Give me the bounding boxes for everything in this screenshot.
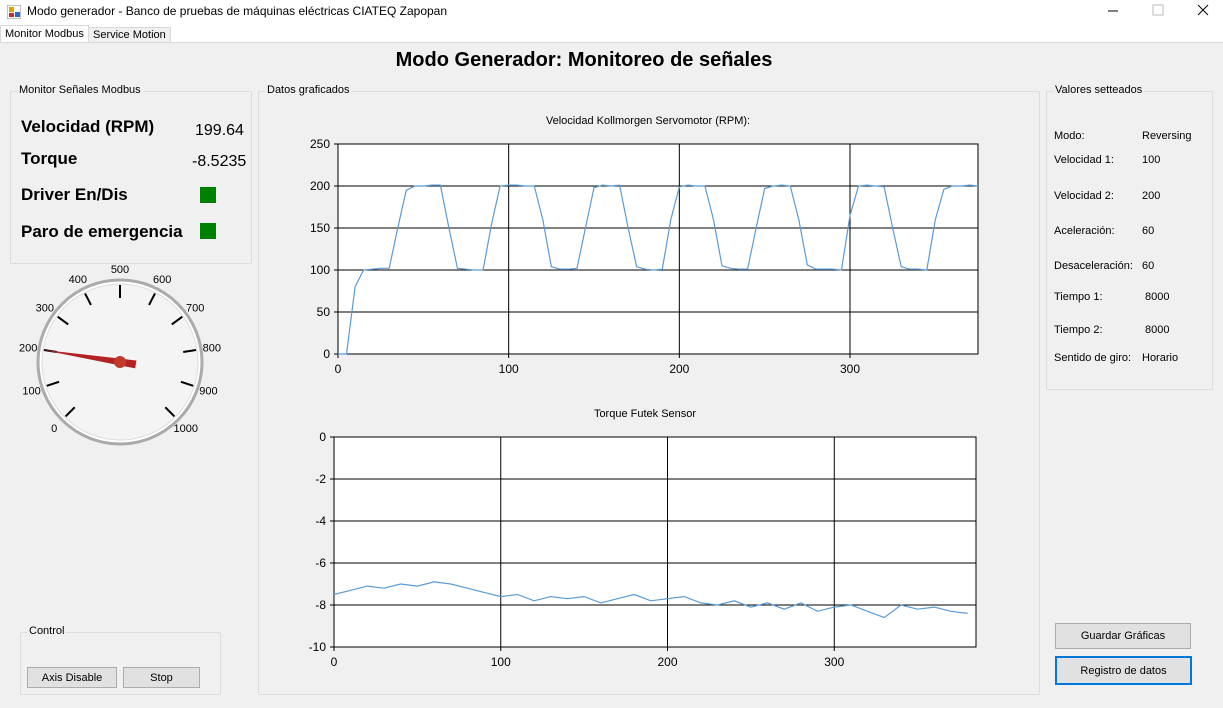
- y-tick-label: -10: [309, 640, 327, 654]
- value: 199.64: [195, 122, 244, 139]
- title-bar: Modo generador - Banco de pruebas de máq…: [0, 0, 1223, 24]
- y-tick-label: 0: [319, 430, 326, 444]
- y-tick-label: 150: [310, 221, 330, 235]
- setting-value: Reversing: [1142, 130, 1192, 142]
- y-tick-label: 100: [310, 263, 330, 277]
- gauge-tick-label: 900: [199, 386, 217, 398]
- gauge-tick: [64, 406, 76, 418]
- gauge-tick: [180, 380, 194, 387]
- x-tick-label: 300: [824, 655, 844, 669]
- x-tick-label: 200: [657, 655, 677, 669]
- value: -8.5235: [192, 153, 247, 170]
- y-tick-label: -8: [315, 598, 326, 612]
- y-tick-label: 50: [317, 305, 331, 319]
- gauge-tick: [164, 406, 176, 418]
- gauge-tick-label: 300: [36, 302, 54, 314]
- group-title: Datos graficados: [265, 84, 352, 96]
- gauge-tick-label: 500: [111, 264, 129, 276]
- tab[interactable]: Monitor Modbus: [0, 25, 89, 42]
- gauge-tick: [148, 292, 156, 306]
- gauge-tick: [57, 315, 69, 326]
- setting-label: Tiempo 1:: [1054, 291, 1103, 303]
- y-tick-label: 250: [310, 137, 330, 151]
- button[interactable]: Guardar Gráficas: [1055, 623, 1191, 649]
- x-tick-label: 100: [499, 362, 519, 376]
- chart-title: Velocidad Kollmorgen Servomotor (RPM):: [546, 115, 750, 127]
- gauge-hub: [114, 356, 126, 368]
- tab[interactable]: Service Motion: [88, 27, 171, 43]
- plot-area: [337, 143, 979, 355]
- setting-value: Horario: [1142, 352, 1179, 364]
- group-title: Monitor Señales Modbus: [17, 84, 143, 96]
- gauge-needle: [40, 349, 137, 369]
- gauge-tick-label: 700: [186, 302, 204, 314]
- control-group: Control Axis Disable Stop: [20, 625, 221, 695]
- y-tick-label: 200: [310, 179, 330, 193]
- setting-value: 100: [1142, 154, 1161, 166]
- app-icon: [7, 5, 21, 19]
- gauge-tick-label: 200: [19, 342, 37, 354]
- setting-value: 60: [1142, 260, 1155, 272]
- chart-title: Torque Futek Sensor: [594, 408, 696, 420]
- x-tick-label: 300: [840, 362, 860, 376]
- y-tick-label: -4: [315, 514, 326, 528]
- setting-label: Tiempo 2:: [1054, 324, 1103, 336]
- label: Torque: [21, 149, 78, 168]
- gauge-tick: [171, 315, 183, 326]
- gauge-tick-label: 0: [51, 423, 57, 435]
- label: Driver En/Dis: [21, 185, 128, 204]
- gauge-tick-label: 800: [203, 342, 221, 354]
- setting-value: 200: [1142, 190, 1161, 202]
- setting-label: Desaceleración:: [1054, 260, 1133, 272]
- group-title: Control: [27, 625, 67, 637]
- gauge-tick-label: 100: [22, 386, 40, 398]
- x-tick-label: 0: [335, 362, 342, 376]
- x-tick-label: 0: [331, 655, 338, 669]
- data-line: [333, 581, 968, 619]
- setting-label: Aceleración:: [1054, 225, 1115, 237]
- x-tick-label: 200: [669, 362, 689, 376]
- data-line: [338, 184, 979, 355]
- group-title: Valores setteados: [1053, 84, 1145, 96]
- gauge-tick: [183, 348, 197, 353]
- x-tick-label: 100: [491, 655, 511, 669]
- window-title: Modo generador - Banco de pruebas de máq…: [27, 4, 448, 18]
- label: Paro de emergencia: [21, 222, 183, 241]
- monitor-group: Monitor Señales Modbus Velocidad (RPM) 1…: [10, 84, 252, 264]
- status-indicator: [200, 223, 216, 239]
- gauge-tick-label: 1000: [174, 423, 198, 435]
- setting-label: Sentido de giro:: [1054, 352, 1132, 364]
- y-tick-label: -6: [315, 556, 326, 570]
- y-tick-label: 0: [323, 347, 330, 361]
- setting-value: 60: [1142, 225, 1155, 237]
- y-tick-label: -2: [315, 472, 326, 486]
- button[interactable]: Registro de datos: [1055, 656, 1192, 685]
- window-controls[interactable]: [1100, 0, 1223, 24]
- setting-label: Modo:: [1054, 130, 1085, 142]
- button[interactable]: Axis Disable: [27, 667, 117, 688]
- gauge-tick: [84, 292, 92, 306]
- charts-group: Datos graficados: [258, 84, 1040, 695]
- page-heading: Modo Generador: Monitoreo de señales: [395, 49, 773, 71]
- gauge-tick-label: 400: [69, 274, 87, 286]
- tab-strip: Monitor Modbus Service Motion: [0, 24, 1223, 43]
- setting-value: 8000: [1145, 291, 1170, 303]
- setting-value: 8000: [1145, 324, 1170, 336]
- label: Velocidad (RPM): [21, 117, 155, 136]
- status-indicator: [200, 187, 216, 203]
- settings-group: Valores setteados: [1046, 84, 1213, 390]
- button[interactable]: Stop: [123, 667, 200, 688]
- gauge-tick-label: 600: [153, 274, 171, 286]
- gauge-tick: [46, 380, 60, 387]
- setting-label: Velocidad 2:: [1054, 190, 1114, 202]
- setting-label: Velocidad 1:: [1054, 154, 1114, 166]
